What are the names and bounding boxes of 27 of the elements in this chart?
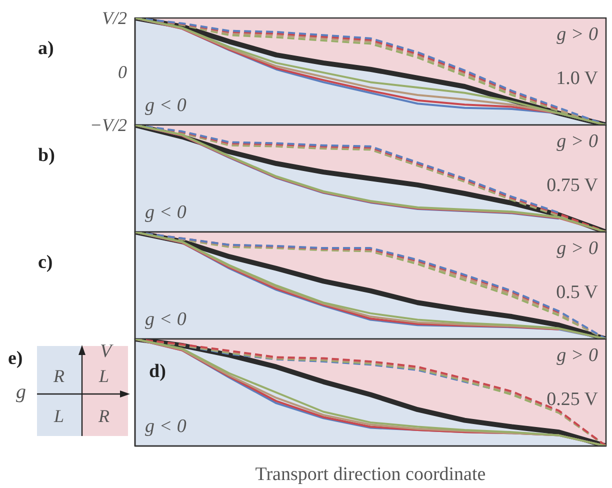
text: a) [38,38,54,60]
annotation: 1.0 V [556,68,598,90]
text: R [98,406,110,426]
x-axis-title: Transport direction coordinate [255,464,486,485]
text: V [100,341,114,362]
annotation: g > 0 [556,131,598,153]
text: V/2 [102,7,127,29]
text: b) [38,145,55,167]
text: R [52,366,64,386]
annotation: 0.75 V [546,175,598,197]
text: 0 [118,60,127,82]
annotation: g < 0 [145,309,186,331]
annotation: g < 0 [145,202,186,224]
text: c) [38,252,53,274]
text: e) [8,348,23,369]
annotation: g > 0 [556,238,598,260]
annotation: g > 0 [556,345,598,367]
text: −V/2 [90,114,127,136]
text: L [52,406,64,426]
annotation: g < 0 [145,95,186,117]
text: g [16,381,26,403]
annotation: 0.25 V [546,389,598,411]
text: d) [149,361,166,383]
annotation: g > 0 [556,24,598,46]
annotation: 0.5 V [556,282,598,304]
annotation: g < 0 [145,416,186,438]
text: L [98,366,110,386]
